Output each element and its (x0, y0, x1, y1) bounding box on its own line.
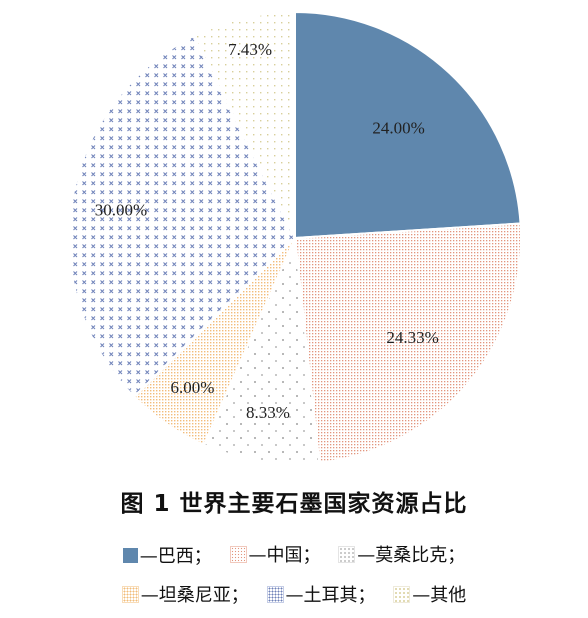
pie-slice-mozambique (202, 234, 321, 465)
slice-label-mozambique: 8.33% (246, 403, 290, 422)
legend-row-2: —坦桑尼亚； —土耳其； —其他 (0, 581, 588, 608)
chart-title: 图 1 世界主要石墨国家资源占比 (120, 491, 468, 517)
legend-label-china: —中国； (248, 545, 321, 566)
legend-label-other: —其他 (412, 585, 467, 606)
legend-swatch-mozambique (338, 545, 356, 563)
legend-row-1: —巴西； —中国； —莫桑比克； (0, 541, 588, 568)
legend-item-other: —其他 (393, 581, 466, 607)
legend-item-brazil: —巴西； (122, 542, 212, 568)
slice-label-other: 7.43% (228, 40, 272, 59)
slice-label-tanzania: 6.00% (170, 378, 214, 397)
legend-item-china: —中国； (229, 541, 321, 567)
slice-label-brazil: 24.00% (372, 119, 424, 138)
pie-slice-other (192, 10, 296, 239)
pie-chart: 24.00% 24.33% 8.33% 6.00% 30.00% 7.43% (68, 10, 522, 465)
pie-slice-brazil (294, 10, 522, 240)
legend-swatch-other (393, 585, 411, 603)
legend-swatch-china (229, 545, 247, 563)
legend-item-turkey: —土耳其； (266, 581, 376, 607)
pie-slice-china (293, 222, 522, 464)
legend-item-tanzania: —坦桑尼亚； (121, 581, 249, 607)
legend-swatch-brazil (122, 547, 138, 563)
legend-label-turkey: —土耳其； (285, 585, 376, 606)
legend-swatch-tanzania (121, 585, 139, 603)
legend-label-tanzania: —坦桑尼亚； (140, 585, 249, 606)
legend-label-brazil: —巴西； (139, 546, 212, 567)
legend-label-mozambique: —莫桑比克； (357, 545, 466, 566)
slice-label-china: 24.33% (386, 328, 438, 347)
legend-item-mozambique: —莫桑比克； (338, 541, 465, 567)
slice-label-turkey: 30.00% (95, 200, 147, 219)
legend-swatch-turkey (266, 585, 284, 603)
